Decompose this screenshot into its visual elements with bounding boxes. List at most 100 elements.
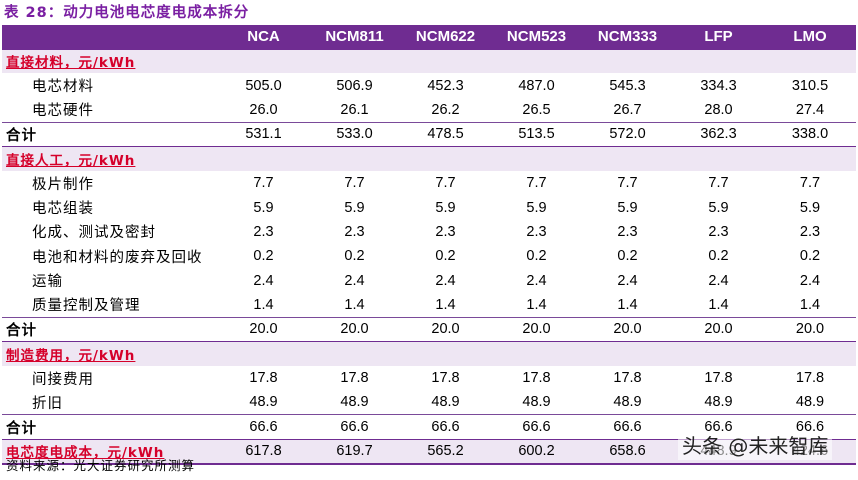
table-cell: 619.7 [309,438,400,465]
row-label: 制造费用，元/kWh [2,341,218,367]
table-cell: 2.3 [799,223,821,240]
table-cell: 0.2 [708,248,729,265]
table-cell: 5.9 [253,199,274,216]
section-header-row: 直接材料，元/kWh [2,48,856,74]
column-header: NCA [218,25,309,49]
table-row: 间接费用 17.8 17.8 17.8 17.8 17.8 17.8 17.8 [2,366,856,390]
table-cell: 0.2 [253,248,274,265]
table-cell [400,48,491,74]
column-header-row: NCA NCM811 NCM622 NCM523 NCM333 LFP LMO [2,25,856,49]
table-cell: 7.7 [344,175,365,192]
table-row: 电池和材料的废弃及回收 0.2 0.2 0.2 0.2 0.2 0.2 0.2 [2,244,856,268]
row-label: 极片制作 [32,176,94,193]
column-header: NCM523 [491,25,582,49]
table-cell: 66.6 [309,414,400,440]
header-corner [2,25,218,49]
table-cell: 531.1 [218,121,309,147]
table-cell: 2.4 [708,272,729,289]
table-cell: 20.0 [673,316,764,342]
row-label: 折旧 [32,395,63,412]
table-cell: 7.7 [617,175,638,192]
subtotal-row: 合计 66.6 66.6 66.6 66.6 66.6 66.6 66.6 [2,414,856,440]
table-cell: 7.7 [708,175,729,192]
table-cell: 48.9 [340,394,369,411]
table-cell [764,341,856,367]
subtotal-row: 合计 20.0 20.0 20.0 20.0 20.0 20.0 20.0 [2,316,856,342]
table-cell: 310.5 [791,77,829,94]
table-cell: 545.3 [609,77,646,94]
table-cell: 2.3 [435,223,456,240]
table-cell: 26.1 [340,101,369,118]
table-cell [400,146,491,171]
table-cell [582,48,673,74]
row-label: 电芯材料 [32,79,94,96]
row-label: 电芯度电成本，元/kWh [2,438,218,465]
table-cell [400,341,491,367]
table-cell: 5.9 [708,199,729,216]
table-cell: 17.8 [704,370,733,387]
table-cell: 48.9 [431,394,460,411]
column-header: NCM622 [400,25,491,49]
table-cell: 2.4 [435,272,456,289]
table-cell: 7.7 [799,175,821,192]
row-label: 合计 [2,414,218,440]
table-cell: 48.9 [704,394,733,411]
table-cell: 26.5 [522,101,551,118]
table-cell: 533.0 [309,121,400,147]
table-cell: 66.6 [582,414,673,440]
table-cell [582,341,673,367]
table-row: 电芯组装 5.9 5.9 5.9 5.9 5.9 5.9 5.9 [2,195,856,219]
table-cell: 17.8 [613,370,642,387]
table-cell: 5.9 [617,199,638,216]
row-label: 直接人工，元/kWh [2,146,218,171]
table-cell: 20.0 [491,316,582,342]
table-cell: 5.9 [526,199,547,216]
table-cell [491,146,582,171]
table-cell: 20.0 [764,316,856,342]
table-cell: 17.8 [795,370,825,387]
table-cell: 5.9 [344,199,365,216]
table-cell: 1.4 [708,296,729,313]
table-cell: 2.3 [253,223,274,240]
table-cell: 5.9 [799,199,821,216]
table-cell [764,48,856,74]
table-cell: 0.2 [617,248,638,265]
table-cell: 617.8 [218,438,309,465]
row-label: 质量控制及管理 [32,298,141,315]
table-cell: 48.9 [795,394,825,411]
table-cell: 0.2 [799,248,821,265]
table-cell: 1.4 [799,296,821,313]
table-cell [673,341,764,367]
table-title: 表 28：动力电池电芯度电成本拆分 [4,5,250,21]
table-row: 电芯材料 505.0 506.9 452.3 487.0 545.3 334.3 310.5 [2,73,856,97]
table-cell: 20.0 [218,316,309,342]
column-header: LFP [673,25,764,49]
row-label: 间接费用 [32,371,94,388]
table-cell: 66.6 [491,414,582,440]
row-label: 直接材料，元/kWh [2,48,218,74]
table-cell: 17.8 [522,370,551,387]
table-cell: 2.4 [617,272,638,289]
table-cell [309,146,400,171]
table-row: 电芯硬件 26.0 26.1 26.2 26.5 26.7 28.0 27.4 [2,98,856,122]
table-cell: 2.4 [344,272,365,289]
table-cell: 1.4 [253,296,274,313]
table-row: 极片制作 7.7 7.7 7.7 7.7 7.7 7.7 7.7 [2,171,856,195]
table-cell: 658.6 [582,438,673,465]
row-label: 电芯组装 [32,201,94,218]
table-cell: 7.7 [526,175,547,192]
table-cell: 26.2 [431,101,460,118]
column-header: NCM333 [582,25,673,49]
table-cell: 66.6 [400,414,491,440]
table-cell [673,146,764,171]
table-cell: 48.9 [613,394,642,411]
section-header-row: 制造费用，元/kWh [2,341,856,367]
table-cell: 0.2 [435,248,456,265]
table-cell: 48.9 [522,394,551,411]
cost-breakdown-table: NCA NCM811 NCM622 NCM523 NCM333 LFP LMO … [2,25,856,465]
table-cell: 506.9 [336,77,373,94]
source-note: 资料来源：光大证券研究所测算 [6,458,196,473]
subtotal-row: 合计 531.1 533.0 478.5 513.5 572.0 362.3 338.0 [2,121,856,147]
table-cell: 2.3 [344,223,365,240]
table-cell [218,341,309,367]
